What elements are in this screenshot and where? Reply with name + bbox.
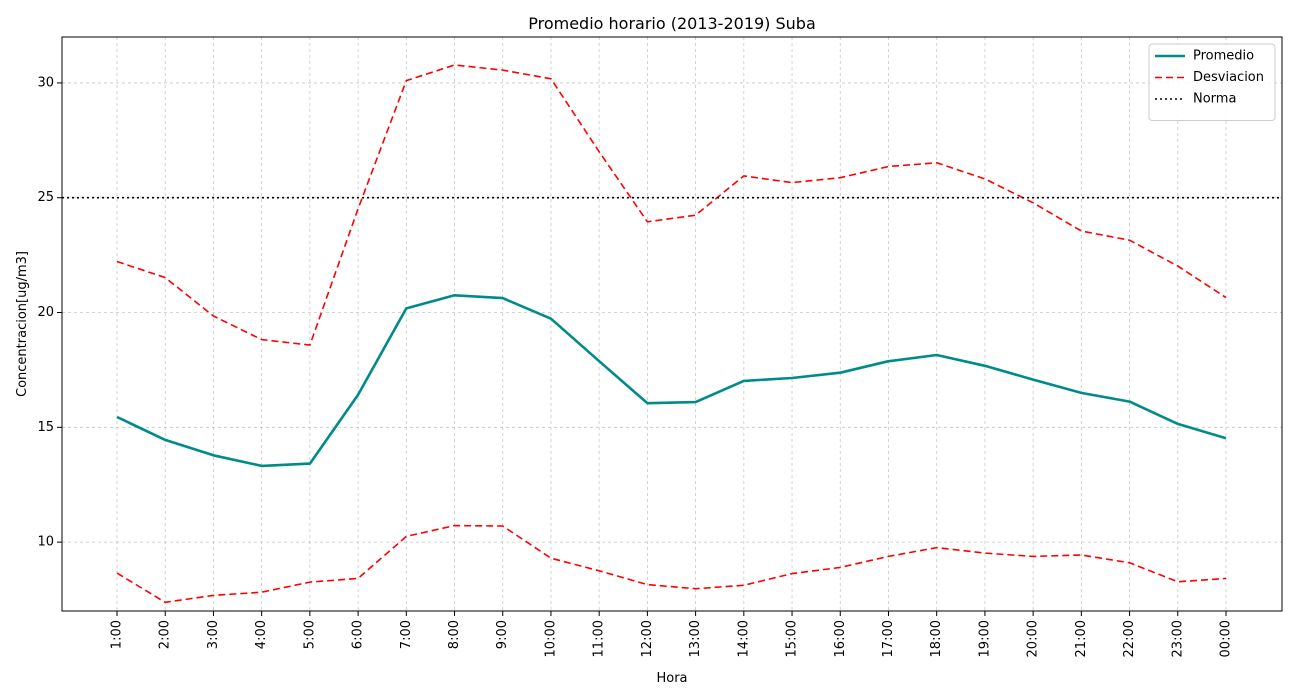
- series-line-promedio: [116, 293, 1227, 468]
- chart-title: Promedio horario (2013-2019) Suba: [528, 14, 816, 33]
- x-tick-label: 1:00: [110, 620, 125, 649]
- x-axis-title: Hora: [656, 671, 687, 686]
- series-layer: [62, 64, 1282, 604]
- legend-label-norma: Norma: [1193, 92, 1236, 107]
- x-tick-label: 2:00: [158, 620, 173, 649]
- y-tick-label: 10: [37, 535, 54, 550]
- x-tick-label: 15:00: [785, 620, 800, 657]
- y-tick-label: 30: [37, 75, 54, 90]
- series-line-desviacion: [116, 64, 1227, 346]
- legend-box: [1148, 43, 1276, 121]
- x-tick-label: 7:00: [399, 620, 414, 649]
- x-tick-label: 19:00: [977, 620, 992, 657]
- x-tick-label: 9:00: [495, 620, 510, 649]
- plot-frame: [61, 36, 1283, 612]
- legend-label-promedio: Promedio: [1193, 49, 1254, 64]
- x-tick-label: 17:00: [881, 620, 896, 657]
- x-tick-label: 11:00: [592, 620, 607, 657]
- x-tick-label: 18:00: [929, 620, 944, 657]
- y-tick-label: 20: [37, 305, 54, 320]
- x-tick-label: 22:00: [1122, 620, 1137, 657]
- x-tick-label: 5:00: [302, 620, 317, 649]
- x-tick-label: 3:00: [206, 620, 221, 649]
- x-tick-label: 4:00: [254, 620, 269, 649]
- y-tick-label: 15: [37, 420, 54, 435]
- x-tick-label: 00:00: [1219, 620, 1234, 657]
- x-tick-label: 21:00: [1074, 620, 1089, 657]
- x-tick-label: 23:00: [1170, 620, 1185, 657]
- x-tick-label: 10:00: [543, 620, 558, 657]
- legend-label-desviacion: Desviacion: [1193, 70, 1264, 85]
- y-axis-title: Concentracion[ug/m3]: [15, 251, 30, 397]
- x-tick-label: 16:00: [833, 620, 848, 657]
- x-tick-label: 20:00: [1026, 620, 1041, 657]
- x-tick-label: 8:00: [447, 620, 462, 649]
- tick-layer: 1:00 2:00 3:00 4:00 5:00 6:00 7:00 8:00 9:00 10:0…: [37, 75, 1233, 657]
- y-tick-label: 25: [37, 190, 54, 205]
- legend: Promedio Desviacion Norma: [1148, 43, 1276, 121]
- x-tick-label: 6:00: [351, 620, 366, 649]
- series-line-desviacion-lower: [116, 524, 1227, 604]
- x-tick-label: 13:00: [688, 620, 703, 657]
- x-tick-label: 12:00: [640, 620, 655, 657]
- x-tick-label: 14:00: [736, 620, 751, 657]
